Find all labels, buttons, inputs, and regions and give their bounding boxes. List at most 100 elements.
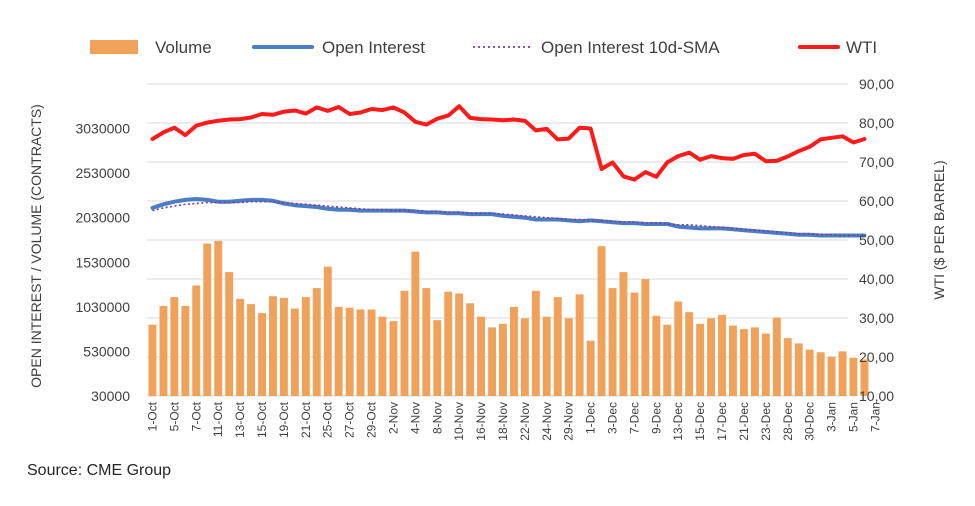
- x-tick-label: 29-Oct: [365, 401, 379, 438]
- y-left-tick-label: 530000: [83, 343, 130, 359]
- legend-label: Open Interest: [322, 38, 425, 57]
- volume-bar: [345, 307, 354, 396]
- volume-bar: [794, 343, 803, 396]
- x-tick-label: 28-Dec: [781, 402, 795, 441]
- volume-bar: [674, 301, 683, 396]
- volume-bar: [258, 313, 266, 396]
- legend: Volume Open Interest Open Interest 10d-SMA…: [90, 38, 877, 57]
- volume-bar: [499, 323, 507, 396]
- volume-bar: [531, 290, 540, 396]
- x-tick-label: 24-Nov: [540, 402, 554, 441]
- volume-bar: [740, 329, 748, 396]
- x-tick-label: 15-Dec: [693, 402, 707, 441]
- volume-bar: [751, 327, 759, 396]
- y-right-tick-label: 40,00: [859, 271, 894, 287]
- volume-bar: [685, 312, 694, 396]
- y-left-tick-label: 2530000: [75, 165, 130, 181]
- legend-swatch-volume: [90, 40, 138, 54]
- volume-bar: [772, 317, 781, 396]
- x-tick-label: 11-Oct: [211, 401, 225, 437]
- x-tick-label: 21-Dec: [737, 402, 751, 441]
- x-tick-label: 27-Oct: [343, 401, 357, 438]
- volume-bar: [225, 272, 234, 396]
- volume-bar: [564, 318, 573, 396]
- volume-bar: [838, 351, 847, 396]
- volume-bar: [280, 297, 288, 396]
- open-interest-sma-line: [152, 200, 865, 237]
- volume-bar: [696, 323, 705, 396]
- volume-bar: [805, 349, 814, 396]
- axes: 30000 530000 1030000 1530000 2030000 2530000 3…: [75, 76, 894, 441]
- volume-bar: [389, 321, 398, 396]
- volume-bar: [510, 306, 518, 396]
- volume-bar: [356, 309, 365, 396]
- volume-bar: [608, 288, 617, 396]
- volume-bar: [542, 316, 551, 396]
- x-tick-label: 7-Dec: [627, 402, 641, 434]
- x-tick-label: 18-Nov: [496, 402, 510, 441]
- volume-bar: [619, 272, 628, 396]
- volume-bar: [553, 297, 562, 396]
- volume-bar: [663, 324, 672, 396]
- y-left-tick-label: 1030000: [75, 299, 130, 315]
- volume-bar: [247, 304, 255, 396]
- x-tick-label: 13-Oct: [233, 401, 247, 438]
- x-tick-label: 7-Oct: [189, 401, 203, 431]
- volume-bar: [203, 243, 212, 396]
- volume-bar: [860, 359, 869, 396]
- x-tick-label: 4-Nov: [408, 402, 422, 434]
- series-lines: [150, 104, 867, 238]
- volume-bar: [849, 357, 858, 396]
- y-right-tick-label: 60,00: [859, 193, 894, 209]
- x-tick-label: 17-Dec: [715, 402, 729, 441]
- x-tick-label: 10-Nov: [452, 402, 466, 441]
- volume-bar: [411, 251, 420, 396]
- x-tick-label: 21-Oct: [299, 401, 313, 438]
- y-right-tick-label: 50,00: [859, 232, 894, 248]
- y-right-tick-label: 30,00: [859, 310, 894, 326]
- y-right-tick-label: 10,00: [859, 388, 894, 404]
- y-left-tick-label: 1530000: [75, 254, 130, 270]
- volume-bar: [488, 327, 496, 396]
- volume-bar: [290, 308, 299, 396]
- x-tick-label: 5-Jan: [847, 402, 861, 432]
- volume-bar: [707, 318, 715, 396]
- volume-bar: [597, 246, 606, 396]
- y-right-tick-label: 90,00: [859, 76, 894, 92]
- x-tick-label: 29-Nov: [562, 402, 576, 441]
- volume-bar: [192, 285, 201, 396]
- volume-bar: [761, 333, 770, 396]
- y-right-axis-title: WTI ($ PER BARREL): [931, 160, 947, 299]
- x-tick-label: 3-Dec: [606, 402, 620, 434]
- y-left-tick-label: 3030000: [75, 121, 130, 137]
- volume-bar: [400, 290, 409, 396]
- y-left-tick-label: 2030000: [75, 210, 130, 226]
- volume-bar: [334, 306, 343, 396]
- volume-bar: [816, 352, 825, 396]
- x-tick-label: 3-Jan: [825, 402, 839, 432]
- x-tick-label: 25-Oct: [321, 401, 335, 438]
- x-tick-label: 13-Dec: [671, 402, 685, 441]
- x-tick-label: 7-Jan: [868, 402, 882, 432]
- y-right-tick-label: 20,00: [859, 349, 894, 365]
- open-interest-line: [150, 197, 867, 238]
- x-tick-label: 2-Nov: [386, 402, 400, 434]
- y-right-tick-label: 80,00: [859, 115, 894, 131]
- volume-bar: [433, 320, 442, 396]
- volume-bar: [520, 318, 529, 396]
- volume-bar: [652, 315, 661, 396]
- volume-bars: [148, 240, 869, 396]
- volume-bar: [236, 298, 245, 396]
- volume-bar: [729, 325, 737, 396]
- volume-bar: [214, 240, 223, 396]
- volume-bar: [718, 314, 726, 396]
- x-tick-label: 30-Dec: [803, 402, 817, 441]
- volume-bar: [630, 292, 639, 396]
- x-tick-label: 1-Oct: [146, 401, 160, 431]
- volume-bar: [827, 356, 836, 396]
- volume-bar: [466, 303, 475, 396]
- volume-bar: [181, 306, 190, 396]
- y-left-tick-label: 30000: [91, 388, 130, 404]
- x-tick-label: 9-Dec: [649, 402, 663, 434]
